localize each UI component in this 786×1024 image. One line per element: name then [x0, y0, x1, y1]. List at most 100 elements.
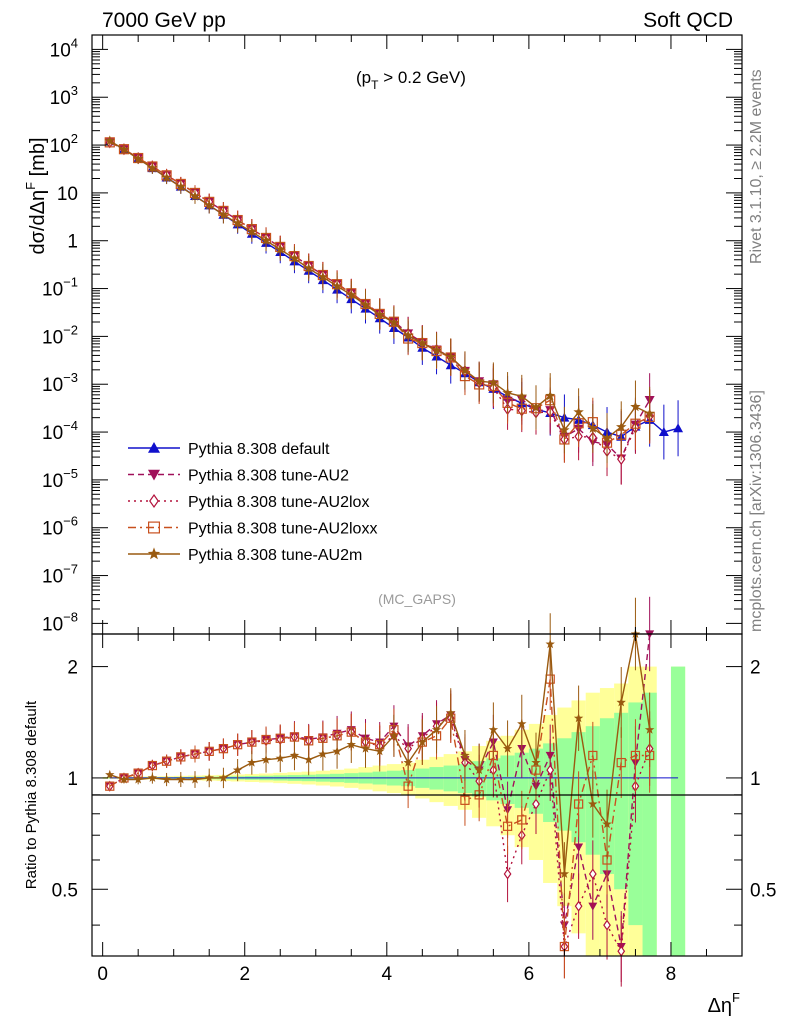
- ratio-point: [204, 746, 214, 756]
- ratio-point: [247, 757, 257, 767]
- legend-marker: [148, 469, 160, 481]
- ratio-point: [133, 774, 143, 784]
- ratio-point: [318, 749, 328, 759]
- ratio-point: [573, 799, 584, 809]
- ratio-point: [602, 819, 612, 829]
- main-point: [317, 271, 329, 282]
- ratio-point: [332, 746, 342, 756]
- main-point: [417, 337, 428, 348]
- ratio-point: [403, 757, 413, 767]
- ratio-point: [630, 750, 641, 761]
- legend-entry-label: Pythia 8.308 tune-AU2: [188, 468, 349, 485]
- main-point: [431, 344, 442, 355]
- main-point: [303, 263, 314, 273]
- legend-marker: [147, 547, 161, 560]
- main-point: [630, 401, 641, 412]
- main-point: [175, 181, 186, 192]
- ratio-point: [375, 746, 385, 756]
- ratio-point: [275, 733, 285, 743]
- ratio-point: [573, 713, 584, 723]
- ratio-tick-label-left: 2: [67, 658, 78, 679]
- x-axis-label: ΔηF: [708, 990, 740, 1017]
- ratio-point: [616, 757, 626, 768]
- ratio-point: [176, 774, 186, 784]
- main-point: [289, 253, 300, 263]
- legend-entry-label: Pythia 8.308 tune-AU2m: [188, 547, 362, 564]
- main-point: [189, 190, 201, 201]
- main-point: [473, 375, 485, 386]
- main-point: [388, 317, 400, 327]
- ratio-point: [218, 773, 229, 782]
- header-right: Soft QCD: [643, 9, 733, 32]
- legend-entry-label: Pythia 8.308 tune-AU2lox: [188, 494, 369, 511]
- main-line-3: [109, 141, 651, 444]
- ratio-point: [289, 750, 300, 760]
- ratio-point: [588, 868, 597, 880]
- ratio-point: [502, 821, 513, 831]
- x-tick-label: 2: [239, 964, 250, 985]
- ratio-point: [190, 774, 200, 784]
- ratio-point: [147, 760, 158, 771]
- band-inner: [614, 712, 629, 890]
- y-axis-label: dσ/dΔηF [mb]: [23, 137, 49, 254]
- pt-cut-annotation: (pT > 0.2 GeV): [356, 68, 466, 92]
- main-point: [275, 244, 286, 254]
- main-point: [445, 351, 456, 362]
- ratio-point: [176, 752, 186, 762]
- y-tick-label: 10−6: [42, 514, 78, 540]
- main-point: [502, 387, 513, 398]
- ratio-point: [531, 757, 541, 767]
- x-tick-label: 8: [666, 964, 677, 985]
- y-tick-label: 103: [50, 83, 78, 109]
- ratio-point: [304, 754, 314, 764]
- main-point: [360, 299, 371, 310]
- ratio-tick-label-right: 0.5: [750, 880, 776, 901]
- ratio-tick-label-right: 2: [750, 658, 761, 679]
- main-point: [161, 172, 172, 183]
- y-tick-label: 10−7: [42, 562, 78, 588]
- ratio-point: [460, 795, 470, 805]
- ratio-point: [119, 774, 129, 784]
- ratio-point: [360, 743, 371, 753]
- band-inner: [670, 666, 686, 956]
- ratio-point: [488, 724, 499, 734]
- main-point: [246, 226, 258, 237]
- x-tick-label: 4: [382, 964, 393, 985]
- ratio-point: [247, 737, 257, 747]
- legend-entry-label: Pythia 8.308 tune-AU2loxx: [188, 521, 377, 538]
- ratio-point: [588, 799, 598, 808]
- main-point: [601, 432, 613, 443]
- ratio-point: [218, 743, 229, 754]
- legend-marker: [148, 521, 161, 534]
- main-point: [587, 422, 599, 433]
- main-point: [118, 143, 130, 154]
- ratio-point: [431, 724, 442, 734]
- ratio-point: [105, 781, 115, 791]
- ratio-point: [616, 697, 626, 707]
- main-point: [616, 421, 627, 432]
- main-point: [573, 406, 584, 417]
- ratio-point: [417, 737, 427, 747]
- rivet-version-text: Rivet 3.1.10, ≥ 2.2M events: [748, 69, 765, 264]
- ratio-point: [275, 753, 285, 763]
- main-point: [218, 209, 229, 220]
- ratio-y-axis-label: Ratio to Pythia 8.308 default: [23, 700, 40, 889]
- main-point: [104, 135, 115, 146]
- ratio-point: [232, 740, 243, 750]
- main-point: [559, 424, 570, 435]
- ratio-point: [446, 707, 456, 717]
- ratio-point: [261, 754, 271, 764]
- main-point: [374, 309, 385, 320]
- ratio-point: [460, 750, 470, 760]
- main-point: [232, 217, 243, 228]
- ratio-point: [105, 769, 115, 779]
- legend-marker: [148, 442, 160, 453]
- ratio-point: [559, 869, 570, 878]
- main-point: [346, 289, 357, 300]
- axis-ticks: [92, 35, 742, 956]
- main-point: [260, 235, 272, 245]
- main-point: [644, 408, 655, 419]
- x-tick-label: 6: [524, 964, 535, 985]
- y-tick-label: 10: [57, 184, 78, 205]
- ratio-point: [190, 749, 200, 759]
